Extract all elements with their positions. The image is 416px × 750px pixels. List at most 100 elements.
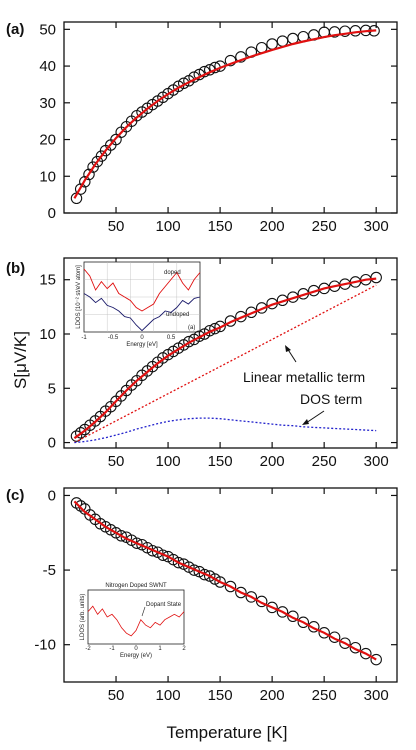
data-point	[318, 627, 330, 639]
data-point	[214, 320, 226, 333]
inset-b: doped undoped Energy [eV] LDOS [10⁻² st/eV …	[76, 261, 202, 348]
data-point	[266, 38, 278, 50]
y-tick-label: 20	[39, 132, 56, 149]
data-point	[308, 621, 320, 633]
inset-xlabel: Energy [eV]	[126, 342, 158, 348]
x-tick-label: 50	[108, 453, 125, 470]
x-tick-label: 100	[156, 453, 181, 470]
x-tick-label: 300	[364, 218, 389, 235]
x-tick-label: 150	[208, 453, 233, 470]
data-point	[370, 653, 382, 666]
linear-metallic-line	[74, 284, 377, 444]
panel-label: (a)	[6, 21, 24, 38]
inset-c: Nitrogen Doped SWNT Dopant State Energy (e…	[80, 583, 186, 659]
data-point	[235, 586, 247, 599]
data-point	[276, 606, 289, 618]
fit-line	[73, 29, 377, 199]
inset-x-tick-label: -2	[85, 646, 91, 652]
y-tick-label: 0	[48, 205, 56, 222]
inset-label-dopant: Dopant State	[146, 602, 182, 608]
panel-label: (b)	[6, 260, 25, 277]
inset-label-doped: doped	[164, 270, 181, 276]
inset-x-tick-label: 1	[158, 646, 162, 652]
inset-doped-curve	[83, 268, 201, 312]
annotation-arrowhead	[285, 345, 291, 352]
data-point	[349, 25, 362, 37]
data-point	[287, 610, 299, 623]
annotation-arrowhead	[302, 419, 309, 425]
data-point	[157, 549, 169, 561]
data-point	[115, 530, 127, 542]
inset-x-tick-label: 0	[134, 646, 138, 652]
x-tick-label: 200	[260, 687, 285, 704]
panel-label: (c)	[6, 487, 24, 504]
x-tick-label: 100	[156, 218, 181, 235]
data-point	[74, 500, 87, 512]
x-tick-label: 150	[208, 218, 233, 235]
y-tick-label: 10	[39, 168, 56, 185]
data-point	[224, 580, 237, 593]
data-point	[74, 183, 87, 195]
inset-ylabel: LDOS (arb. units)	[80, 594, 86, 641]
data-point	[224, 54, 237, 67]
data-point	[172, 556, 185, 569]
fit-line	[73, 277, 377, 440]
y-tick-label: 10	[39, 326, 56, 343]
x-tick-label: 100	[156, 687, 181, 704]
data-point	[70, 430, 83, 442]
data-point	[328, 631, 341, 643]
inset-x-tick-label: 2	[182, 646, 186, 652]
inset-x-tick-label: -1	[81, 335, 87, 341]
y-tick-label: 15	[39, 272, 56, 289]
data-point	[198, 568, 211, 581]
inset-arrow	[141, 606, 146, 617]
y-tick-label: 30	[39, 95, 56, 112]
data-point	[83, 168, 95, 181]
y-axis-title: S[μV/K]	[11, 331, 30, 389]
data-point	[349, 641, 362, 654]
panel-a: 50 100 150 200 250 300 0 10 20 30 40 50 (a)	[6, 21, 398, 235]
annotation-linear-metallic: Linear metallic term	[243, 369, 365, 385]
annotation-arrow	[305, 410, 325, 424]
panel-b: 50 100 150 200 250 300 0 5 10 15 (b) doped undoped En…	[6, 257, 398, 470]
dos-term-line	[74, 417, 377, 444]
inset-x-tick-label: 0	[140, 335, 144, 341]
y-tick-label: 40	[39, 58, 56, 75]
data-point	[339, 637, 351, 649]
data-point	[214, 576, 226, 588]
x-tick-label: 200	[260, 453, 285, 470]
annotation-dos: DOS term	[300, 391, 362, 407]
data-point	[245, 591, 258, 603]
inset-ldos-curve	[87, 605, 185, 637]
x-tick-label: 300	[364, 453, 389, 470]
x-axis-title: Temperature [K]	[167, 723, 288, 742]
inset-title: Nitrogen Doped SWNT	[105, 583, 167, 589]
data-point	[74, 427, 87, 439]
y-tick-label: -10	[34, 637, 56, 654]
inset-frame	[87, 589, 185, 645]
x-tick-label: 50	[108, 218, 125, 235]
data-point	[188, 564, 200, 576]
inset-panel-tag: (a)	[188, 325, 195, 331]
y-tick-label: 0	[48, 487, 56, 504]
x-tick-label: 250	[312, 218, 337, 235]
x-tick-label: 50	[108, 687, 125, 704]
data-point	[276, 35, 289, 47]
data-point	[255, 595, 268, 608]
x-tick-label: 250	[312, 453, 337, 470]
x-tick-label: 250	[312, 687, 337, 704]
data-point	[266, 601, 278, 614]
y-tick-label: 50	[39, 21, 56, 38]
inset-x-tick-label: 0.5	[167, 335, 176, 341]
data-point	[131, 537, 143, 549]
data-point	[235, 51, 247, 63]
y-tick-label: 5	[48, 380, 56, 397]
x-tick-label: 300	[364, 687, 389, 704]
inset-x-tick-label: -1	[109, 646, 115, 652]
inset-ylabel: LDOS [10⁻² st/eV atom]	[76, 265, 82, 329]
inset-undoped-curve	[83, 293, 201, 332]
data-point	[183, 335, 195, 348]
inset-xlabel: Energy (eV)	[120, 653, 152, 659]
